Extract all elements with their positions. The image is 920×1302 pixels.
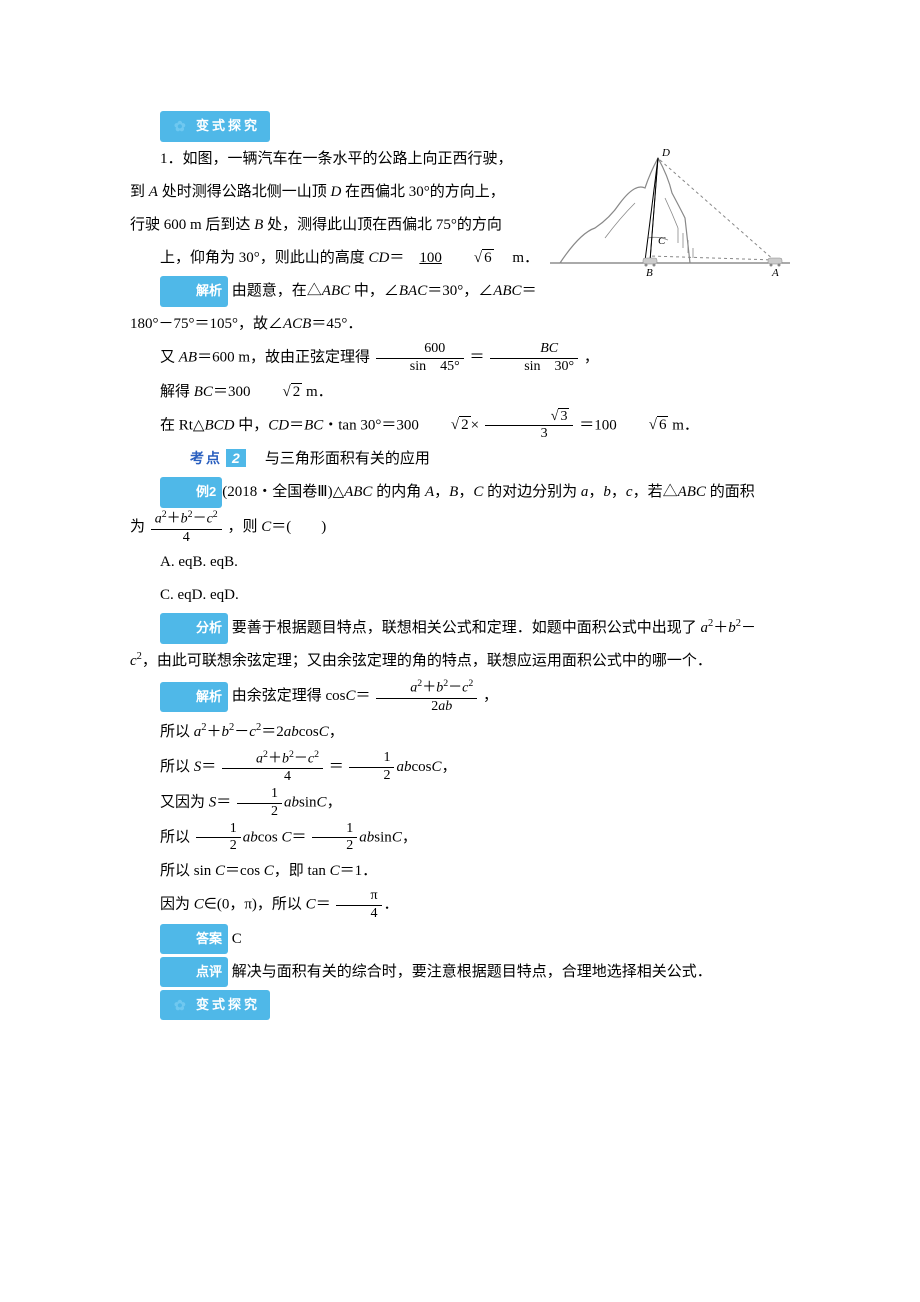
label-D: D [661,148,670,159]
sol2-line5: 所以 12abcos C＝ 12absinC， [130,821,790,856]
sol2-line6: 所以 sin C＝cos C，即 tan C＝1． [130,855,790,888]
fenxi-line1: 分析 要善于根据题目特点，联想相关公式和定理．如题中面积公式中出现了 a2＋b2… [130,612,790,645]
label-C: C [658,235,666,247]
dianping-badge: 点评 [160,957,228,988]
option-a: A. eqB. eqB. [130,546,790,579]
variant-exploration-badge-2: 变式探究 [160,990,270,1021]
solution1-line3: 又 AB＝600 m，故由正弦定理得 600sin 45° ＝ BCsin 30… [130,341,790,376]
analysis-badge-2: 解析 [160,682,228,713]
option-c: C. eqD. eqD. [130,579,790,612]
solution1-line5: 在 Rt△BCD 中，CD＝BC・tan 30°＝3002× 33 ＝1006 … [130,409,790,444]
sol2-line1: 解析 由余弦定理得 cosC＝ a2＋b2－c22ab ， [130,678,790,715]
answer-line: 答案 C [130,923,790,956]
solution1-line2: 180°－75°＝105°，故∠ACB＝45°． [130,308,790,341]
solution1-line4: 解得 BC＝3002 m． [130,376,790,409]
label-B: B [646,267,653,278]
label-A: A [771,267,779,278]
mountain-figure: D C B A [550,148,790,278]
example2-badge: 例2 [160,477,222,508]
sol2-line3: 所以 S＝ a2＋b2－c24 ＝ 12abcosC， [130,749,790,786]
example2-line2: 为 a2＋b2－c24 ，则 C＝( ) [130,509,790,546]
analysis-badge: 解析 [160,276,228,307]
kaodian2: 考点2 与三角形面积有关的应用 [130,443,790,476]
answer-badge: 答案 [160,924,228,955]
fenxi-line2: c2，由此可联想余弦定理；又由余弦定理的角的特点，联想应运用面积公式中的哪一个． [130,645,790,678]
fenxi-badge: 分析 [160,613,228,644]
sol2-line2: 所以 a2＋b2－c2＝2abcosC， [130,716,790,749]
variant-exploration-badge: 变式探究 [160,111,270,142]
example2-line1: 例2(2018・全国卷Ⅲ)△ABC 的内角 A，B，C 的对边分别为 a，b，c… [130,476,790,509]
sol2-line4: 又因为 S＝ 12absinC， [130,786,790,821]
solution1-line1: 解析 由题意，在△ABC 中，∠BAC＝30°，∠ABC＝ [130,275,790,308]
dianping-line: 点评 解决与面积有关的综合时，要注意根据题目特点，合理地选择相关公式． [130,956,790,989]
sol2-line7: 因为 C∈(0，π)，所以 C＝ π4． [130,888,790,923]
